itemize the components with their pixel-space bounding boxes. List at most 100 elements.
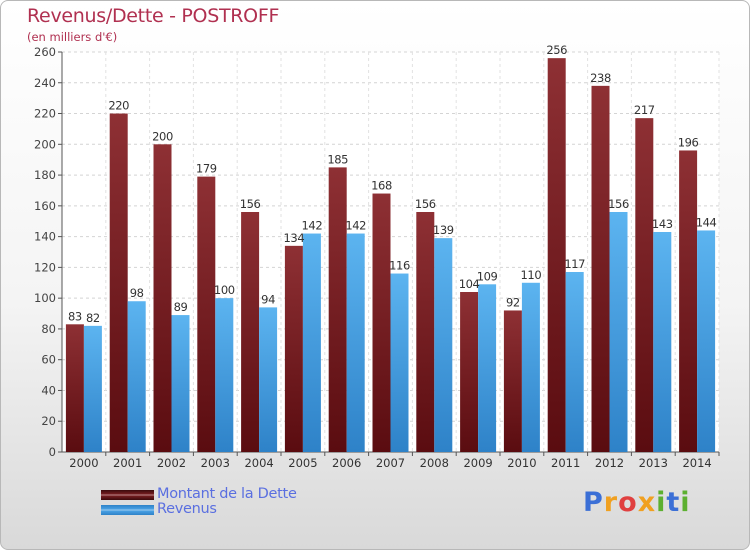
x-tick-label-2014: 2014 bbox=[682, 456, 711, 470]
bar-revenus-2003 bbox=[215, 298, 234, 452]
y-tick-label: 200 bbox=[34, 137, 56, 151]
data-label-revenus-2013: 143 bbox=[652, 217, 673, 231]
y-tick-label: 20 bbox=[41, 414, 56, 428]
bar-revenus-2011 bbox=[565, 272, 584, 452]
x-tick-label-2000: 2000 bbox=[69, 456, 98, 470]
data-label-revenus-2011: 117 bbox=[564, 257, 585, 271]
bar-revenus-2008 bbox=[434, 238, 453, 452]
data-label-revenus-2010: 110 bbox=[521, 268, 542, 282]
x-axis: 2000 2001 2002 2003 2004 2005 2006 2007 2008 2009… bbox=[69, 452, 720, 470]
legend-swatch-revenus bbox=[101, 505, 154, 515]
y-tick-label: 260 bbox=[34, 45, 56, 59]
bar-dette-2008 bbox=[416, 212, 435, 452]
bar-dette-2013 bbox=[635, 118, 654, 453]
bars bbox=[65, 58, 716, 453]
data-label-dette-2007: 168 bbox=[371, 179, 392, 193]
y-tick-label: 240 bbox=[34, 76, 56, 90]
logo-letter: o bbox=[618, 487, 638, 518]
data-label-revenus-2004: 94 bbox=[261, 292, 275, 306]
data-label-revenus-2005: 142 bbox=[302, 219, 323, 233]
x-tick-label-2005: 2005 bbox=[288, 456, 317, 470]
bar-dette-2012 bbox=[591, 85, 610, 452]
bar-revenus-2002 bbox=[171, 315, 190, 452]
data-label-dette-2003: 179 bbox=[196, 162, 217, 176]
y-tick-label: 120 bbox=[34, 260, 56, 274]
chart-title: Revenus/Dette - POSTROFF bbox=[27, 5, 280, 27]
data-label-dette-2004: 156 bbox=[240, 197, 261, 211]
y-tick-label: 80 bbox=[41, 322, 56, 336]
x-tick-label-2011: 2011 bbox=[551, 456, 580, 470]
bar-revenus-2007 bbox=[390, 273, 409, 452]
logo-letter: x bbox=[637, 487, 657, 518]
logo-letter: i bbox=[656, 487, 667, 518]
data-label-revenus-2009: 109 bbox=[477, 269, 498, 283]
data-label-revenus-2002: 89 bbox=[174, 300, 188, 314]
logo-letter: i bbox=[680, 487, 691, 518]
data-label-dette-2011: 256 bbox=[546, 43, 567, 57]
data-label-revenus-2001: 98 bbox=[130, 286, 144, 300]
y-tick-label: 220 bbox=[34, 107, 56, 121]
bar-dette-2010 bbox=[503, 310, 522, 452]
bar-dette-2014 bbox=[679, 150, 698, 452]
legend-swatch-dette bbox=[101, 490, 154, 500]
x-tick-label-2009: 2009 bbox=[463, 456, 492, 470]
data-label-dette-2009: 104 bbox=[459, 277, 480, 291]
logo-letter: P bbox=[583, 487, 604, 518]
bar-dette-2006 bbox=[328, 167, 347, 452]
bar-dette-2002 bbox=[153, 144, 172, 453]
bar-dette-2001 bbox=[109, 113, 128, 453]
data-labels: 83 82220982008917910015694134142185142168… bbox=[68, 43, 717, 325]
x-tick-label-2010: 2010 bbox=[507, 456, 536, 470]
x-tick-label-2003: 2003 bbox=[201, 456, 230, 470]
bar-revenus-2000 bbox=[83, 325, 102, 452]
bar-revenus-2013 bbox=[653, 232, 672, 452]
y-tick-label: 0 bbox=[49, 445, 56, 459]
data-label-dette-2006: 185 bbox=[327, 152, 348, 166]
data-label-dette-2001: 220 bbox=[108, 99, 129, 113]
logo-letter: t bbox=[666, 487, 681, 518]
data-label-dette-2000: 83 bbox=[68, 309, 82, 323]
bar-revenus-2010 bbox=[521, 282, 540, 452]
bar-dette-2007 bbox=[372, 193, 391, 453]
y-tick-label: 140 bbox=[34, 230, 56, 244]
data-label-revenus-2000: 82 bbox=[86, 311, 100, 325]
bar-revenus-2004 bbox=[259, 307, 278, 452]
bar-dette-2009 bbox=[460, 292, 479, 452]
data-label-revenus-2012: 156 bbox=[608, 197, 629, 211]
x-tick-label-2002: 2002 bbox=[157, 456, 186, 470]
data-label-dette-2002: 200 bbox=[152, 129, 173, 143]
bar-dette-2000 bbox=[65, 324, 84, 452]
logo-letter: r bbox=[603, 487, 619, 518]
legend-label-revenus: Revenus bbox=[157, 501, 217, 517]
x-tick-label-2007: 2007 bbox=[376, 456, 405, 470]
bar-dette-2004 bbox=[241, 212, 260, 452]
data-label-dette-2005: 134 bbox=[284, 231, 305, 245]
chart-subtitle: (en milliers d'€) bbox=[27, 30, 118, 44]
x-tick-label-2012: 2012 bbox=[595, 456, 624, 470]
bar-revenus-2006 bbox=[346, 233, 365, 452]
data-label-dette-2008: 156 bbox=[415, 197, 436, 211]
data-label-dette-2014: 196 bbox=[678, 135, 699, 149]
x-tick-label-2001: 2001 bbox=[113, 456, 142, 470]
data-label-revenus-2008: 139 bbox=[433, 223, 454, 237]
legend-label-dette: Montant de la Dette bbox=[157, 486, 297, 502]
data-label-revenus-2003: 100 bbox=[214, 283, 235, 297]
y-tick-label: 160 bbox=[34, 199, 56, 213]
x-tick-label-2004: 2004 bbox=[244, 456, 273, 470]
x-tick-label-2013: 2013 bbox=[639, 456, 668, 470]
bar-revenus-2001 bbox=[127, 301, 146, 452]
y-tick-label: 60 bbox=[41, 353, 56, 367]
bar-revenus-2005 bbox=[302, 233, 321, 452]
y-tick-label: 40 bbox=[41, 383, 56, 397]
data-label-dette-2013: 217 bbox=[634, 103, 655, 117]
x-tick-label-2006: 2006 bbox=[332, 456, 361, 470]
bar-dette-2003 bbox=[197, 176, 216, 452]
y-tick-label: 100 bbox=[34, 291, 56, 305]
bar-dette-2011 bbox=[547, 58, 566, 453]
x-tick-label-2008: 2008 bbox=[420, 456, 449, 470]
proxiti-logo: Proxiti bbox=[583, 487, 691, 518]
bar-revenus-2014 bbox=[697, 230, 716, 452]
data-label-revenus-2014: 144 bbox=[696, 215, 717, 229]
